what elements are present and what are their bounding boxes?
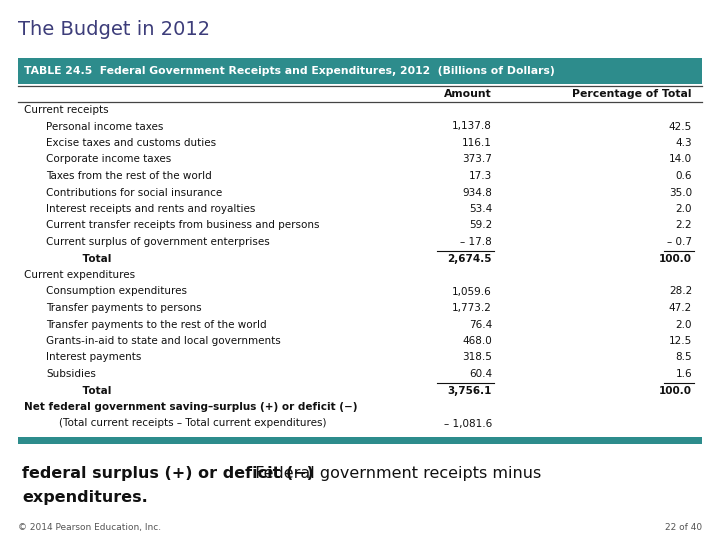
Text: 100.0: 100.0 bbox=[659, 386, 692, 395]
Text: TABLE 24.5  Federal Government Receipts and Expenditures, 2012  (Billions of Dol: TABLE 24.5 Federal Government Receipts a… bbox=[24, 66, 554, 76]
Text: Personal income taxes: Personal income taxes bbox=[46, 122, 163, 132]
Text: Interest receipts and rents and royalties: Interest receipts and rents and royaltie… bbox=[46, 204, 256, 214]
Text: 934.8: 934.8 bbox=[462, 187, 492, 198]
Text: Transfer payments to persons: Transfer payments to persons bbox=[46, 303, 202, 313]
Text: 373.7: 373.7 bbox=[462, 154, 492, 165]
Text: federal surplus (+) or deficit (−): federal surplus (+) or deficit (−) bbox=[22, 466, 314, 481]
Text: 2.2: 2.2 bbox=[675, 220, 692, 231]
Text: Excise taxes and customs duties: Excise taxes and customs duties bbox=[46, 138, 216, 148]
Text: 12.5: 12.5 bbox=[669, 336, 692, 346]
Text: 468.0: 468.0 bbox=[462, 336, 492, 346]
Text: (Total current receipts – Total current expenditures): (Total current receipts – Total current … bbox=[46, 418, 326, 429]
Text: Current receipts: Current receipts bbox=[24, 105, 109, 115]
Text: expenditures.: expenditures. bbox=[22, 490, 148, 505]
Text: Taxes from the rest of the world: Taxes from the rest of the world bbox=[46, 171, 212, 181]
Text: 42.5: 42.5 bbox=[669, 122, 692, 132]
Text: 1,059.6: 1,059.6 bbox=[452, 287, 492, 296]
Text: Transfer payments to the rest of the world: Transfer payments to the rest of the wor… bbox=[46, 320, 266, 329]
Text: 76.4: 76.4 bbox=[469, 320, 492, 329]
Text: Total: Total bbox=[68, 253, 112, 264]
Text: Interest payments: Interest payments bbox=[46, 353, 141, 362]
Text: Amount: Amount bbox=[444, 89, 492, 99]
Text: 1,137.8: 1,137.8 bbox=[452, 122, 492, 132]
Text: 59.2: 59.2 bbox=[469, 220, 492, 231]
Bar bbox=[18, 58, 702, 84]
Text: Current expenditures: Current expenditures bbox=[24, 270, 135, 280]
Text: – 17.8: – 17.8 bbox=[460, 237, 492, 247]
Text: Consumption expenditures: Consumption expenditures bbox=[46, 287, 187, 296]
Text: Current transfer receipts from business and persons: Current transfer receipts from business … bbox=[46, 220, 320, 231]
Text: 35.0: 35.0 bbox=[669, 187, 692, 198]
Text: 17.3: 17.3 bbox=[469, 171, 492, 181]
Text: 28.2: 28.2 bbox=[669, 287, 692, 296]
Text: The Budget in 2012: The Budget in 2012 bbox=[18, 20, 210, 39]
Text: 3,756.1: 3,756.1 bbox=[448, 386, 492, 395]
Text: 2.0: 2.0 bbox=[675, 204, 692, 214]
Text: 53.4: 53.4 bbox=[469, 204, 492, 214]
Text: Current surplus of government enterprises: Current surplus of government enterprise… bbox=[46, 237, 270, 247]
Text: 116.1: 116.1 bbox=[462, 138, 492, 148]
Text: 0.6: 0.6 bbox=[675, 171, 692, 181]
Text: 1,773.2: 1,773.2 bbox=[452, 303, 492, 313]
Text: 60.4: 60.4 bbox=[469, 369, 492, 379]
Text: 22 of 40: 22 of 40 bbox=[665, 523, 702, 532]
Text: 318.5: 318.5 bbox=[462, 353, 492, 362]
Text: – 1,081.6: – 1,081.6 bbox=[444, 418, 492, 429]
Text: Subsidies: Subsidies bbox=[46, 369, 96, 379]
Text: – 0.7: – 0.7 bbox=[667, 237, 692, 247]
Text: © 2014 Pearson Education, Inc.: © 2014 Pearson Education, Inc. bbox=[18, 523, 161, 532]
Text: 2,674.5: 2,674.5 bbox=[448, 253, 492, 264]
Text: Total: Total bbox=[68, 386, 112, 395]
Text: 47.2: 47.2 bbox=[669, 303, 692, 313]
Bar bbox=[18, 437, 702, 444]
Text: 14.0: 14.0 bbox=[669, 154, 692, 165]
Text: 2.0: 2.0 bbox=[675, 320, 692, 329]
Text: Percentage of Total: Percentage of Total bbox=[572, 89, 692, 99]
Text: Net federal government saving–surplus (+) or deficit (−): Net federal government saving–surplus (+… bbox=[24, 402, 358, 412]
Text: 4.3: 4.3 bbox=[675, 138, 692, 148]
Text: Federal government receipts minus: Federal government receipts minus bbox=[245, 466, 541, 481]
Text: 8.5: 8.5 bbox=[675, 353, 692, 362]
Text: Grants-in-aid to state and local governments: Grants-in-aid to state and local governm… bbox=[46, 336, 281, 346]
Text: 100.0: 100.0 bbox=[659, 253, 692, 264]
Text: Corporate income taxes: Corporate income taxes bbox=[46, 154, 171, 165]
Text: 1.6: 1.6 bbox=[675, 369, 692, 379]
Text: Contributions for social insurance: Contributions for social insurance bbox=[46, 187, 222, 198]
